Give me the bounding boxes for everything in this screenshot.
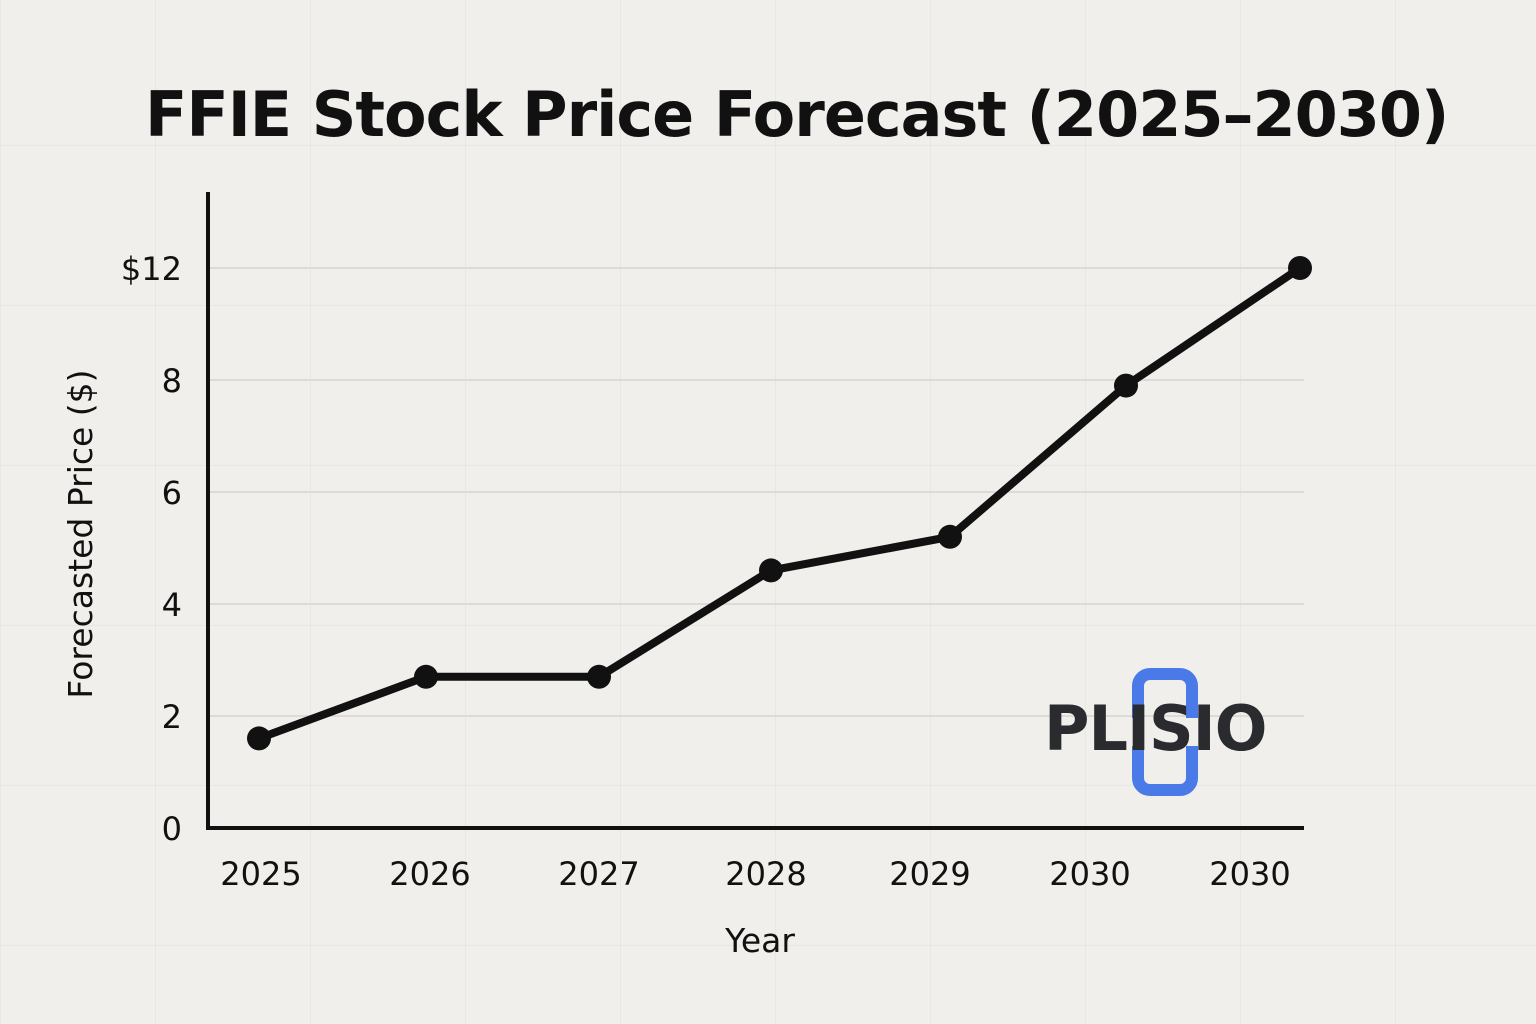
data-point bbox=[759, 558, 783, 583]
data-point bbox=[414, 664, 438, 689]
y-tick-label: 4 bbox=[162, 586, 182, 624]
data-point bbox=[587, 664, 611, 689]
x-tick-label: 2025 bbox=[220, 855, 301, 893]
data-point bbox=[1114, 373, 1138, 398]
chart-title: FFIE Stock Price Forecast (2025–2030) bbox=[145, 78, 1449, 151]
x-tick-label: 2030 bbox=[1049, 855, 1130, 893]
plisio-logo: PLISIO bbox=[1040, 662, 1280, 812]
series-group bbox=[247, 256, 1312, 751]
y-tick-label: 6 bbox=[162, 474, 182, 512]
x-tick-label: 2030 bbox=[1209, 855, 1290, 893]
x-tick-labels: 2025 2026 2027 2028 2029 2030 2030 bbox=[220, 855, 1290, 893]
y-tick-label: 0 bbox=[162, 810, 182, 848]
y-tick-label: $12 bbox=[121, 250, 182, 288]
logo-wordmark: PLISIO bbox=[1044, 692, 1267, 765]
logo-frame-icon bbox=[1130, 668, 1200, 796]
data-point bbox=[938, 524, 962, 549]
y-tick-labels: 0 2 4 6 8 $12 bbox=[121, 250, 182, 848]
y-axis-title: Forecasted Price ($) bbox=[61, 369, 100, 698]
gridlines bbox=[210, 267, 1304, 717]
y-tick-label: 2 bbox=[162, 698, 182, 736]
x-tick-label: 2027 bbox=[558, 855, 639, 893]
x-tick-label: 2026 bbox=[389, 855, 470, 893]
data-point bbox=[247, 726, 271, 751]
y-tick-label: 8 bbox=[162, 362, 182, 400]
axes bbox=[206, 192, 1304, 830]
x-axis-title: Year bbox=[724, 921, 795, 960]
x-tick-label: 2029 bbox=[889, 855, 970, 893]
x-tick-label: 2028 bbox=[725, 855, 806, 893]
data-point bbox=[1288, 256, 1312, 280]
